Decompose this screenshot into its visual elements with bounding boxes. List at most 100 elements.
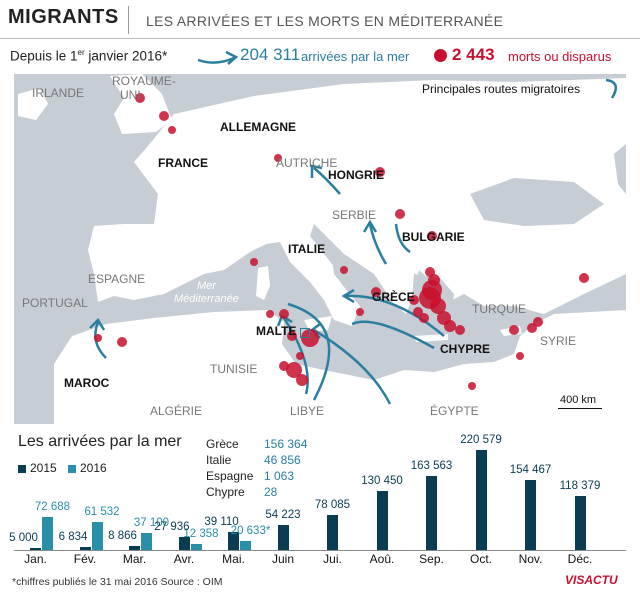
legend-label-2016: 2016: [80, 461, 107, 475]
bar-label-2015-9: 220 579: [460, 434, 502, 446]
country-label: AUTRICHE: [276, 156, 338, 170]
chart-baseline: [14, 550, 626, 551]
month-label-4: Mai.: [222, 552, 245, 566]
arrivals-label: arrivées par la mer: [301, 49, 410, 64]
country-label: ROYAUME-: [112, 74, 176, 88]
month-label-0: Jan.: [24, 552, 47, 566]
scale-bar: [558, 408, 602, 409]
bar-label-2015-6: 78 085: [314, 498, 351, 511]
bar-2015-8: [426, 475, 437, 550]
country-label: ESPAGNE: [88, 272, 146, 286]
table-value: 46 856: [264, 453, 301, 467]
bar-label-2016-0: 72 688: [34, 501, 71, 514]
country-label: TURQUIE: [472, 302, 526, 316]
country-label: LIBYE: [290, 404, 325, 418]
country-label: MAROC: [64, 376, 110, 390]
legend-label-2015: 2015: [30, 461, 57, 475]
country-label: BULGARIE: [402, 230, 465, 244]
bar-2015-1: [79, 546, 91, 550]
bar-2015-9: [475, 450, 487, 550]
bar-2015-2: [129, 545, 140, 550]
brand-logo: VISACTU: [565, 573, 618, 587]
bar-label-2015-10: 154 467: [509, 463, 552, 476]
table-value: 28: [264, 485, 278, 499]
bar-2015-5: [277, 525, 289, 550]
table-country: Espagne: [206, 469, 254, 483]
country-label: SERBIE: [332, 208, 377, 222]
month-label-9: Oct.: [469, 552, 492, 566]
table-value: 1 063: [264, 469, 295, 483]
arrivals-arrow-icon: [197, 50, 239, 65]
deaths-label: morts ou disparus: [508, 49, 612, 64]
month-label-1: Fév.: [73, 552, 97, 566]
country-label: ITALIE: [288, 242, 326, 256]
country-label: ALLEMAGNE: [220, 120, 296, 134]
month-label-7: Aoû.: [369, 552, 395, 566]
title-divider: [128, 6, 129, 34]
month-label-10: Nov.: [518, 552, 543, 566]
month-label-5: Juin: [271, 552, 294, 566]
bar-2015-4: [228, 532, 239, 550]
legend-swatch-2016: [68, 465, 76, 473]
bar-label-2015-1: 6 834: [58, 530, 88, 543]
mediterranean-map: IRLANDE ROYAUME- UNI ALLEMAGNE FRANCE AU…: [14, 74, 626, 424]
month-label-6: Jui.: [323, 552, 342, 566]
bar-2015-7: [376, 490, 388, 550]
bar-label-2015-8: 163 563: [410, 459, 453, 472]
country-label: UNI: [120, 88, 141, 102]
routes-legend-label: Principales routes migratoires: [422, 82, 581, 96]
country-label: PORTUGAL: [22, 296, 88, 310]
bar-2015-10: [525, 479, 536, 550]
bar-2016-1: [91, 522, 103, 550]
bar-label-2016-2: 37 100: [133, 517, 170, 530]
scale-label: 400 km: [560, 394, 597, 406]
country-label: FRANCE: [158, 156, 208, 170]
bar-2016-0: [42, 517, 53, 550]
footnote-source: *chiffres publiés le 31 mai 2016 Source …: [12, 576, 223, 588]
bar-label-2016-1: 61 532: [84, 506, 120, 519]
bar-2015-6: [327, 514, 338, 550]
bar-label-2015-0: 5 000: [9, 531, 38, 544]
bar-2016-3: [190, 544, 202, 550]
country-label: GRÈCE: [372, 290, 415, 304]
bar-label-2015-3: 27 936: [154, 521, 190, 534]
country-label: ALGÉRIE: [150, 404, 203, 418]
header-rule: [0, 38, 640, 39]
country-label: MALTE: [256, 324, 297, 338]
arrivals-total: 204 311: [240, 45, 301, 64]
bar-label-2015-11: 118 379: [559, 480, 601, 493]
bar-label-2015-4: 39 110: [204, 516, 239, 529]
bar-label-2016-3: 12 358: [183, 528, 219, 541]
month-label-11: Déc.: [567, 552, 593, 566]
death-dots: [94, 93, 589, 390]
bar-label-2015-5: 54 223: [265, 509, 301, 522]
legend-swatch-2015: [18, 465, 26, 473]
bar-2016-2: [141, 533, 152, 550]
bar-2015-11: [574, 496, 586, 550]
country-label: SYRIE: [540, 334, 577, 348]
malta-marker: [300, 328, 310, 338]
deaths-total: 2 443: [452, 45, 495, 64]
since-date: Depuis le 1er janvier 2016*: [10, 48, 168, 64]
arrivals-chart-title: Les arrivées par la mer: [18, 433, 182, 450]
country-label: IRLANDE: [32, 86, 85, 100]
bar-2015-0: [30, 547, 41, 550]
bar-2015-3: [178, 537, 190, 550]
page-title: MIGRANTS: [8, 6, 119, 28]
month-label-3: Avr.: [173, 552, 195, 566]
table-country: Grèce: [206, 437, 239, 451]
page-subtitle: LES ARRIVÉES ET LES MORTS EN MÉDITERRANÉ…: [146, 13, 504, 29]
bar-2016-4: [240, 540, 251, 550]
sea-label: Mer Méditerranée: [174, 280, 239, 305]
country-label: CHYPRE: [440, 342, 491, 356]
country-label: TUNISIE: [210, 362, 258, 376]
bar-label-2016-4: 20 633*: [230, 524, 271, 537]
bar-label-2015-2: 8 866: [108, 529, 137, 542]
country-label: HONGRIE: [328, 168, 385, 182]
country-label: ÉGYPTE: [430, 404, 479, 418]
table-country: Italie: [206, 453, 232, 467]
month-label-2: Mar.: [122, 552, 147, 566]
month-label-8: Sep.: [419, 552, 444, 566]
death-dot-icon: [434, 49, 447, 62]
bar-label-2015-7: 130 450: [361, 474, 403, 487]
